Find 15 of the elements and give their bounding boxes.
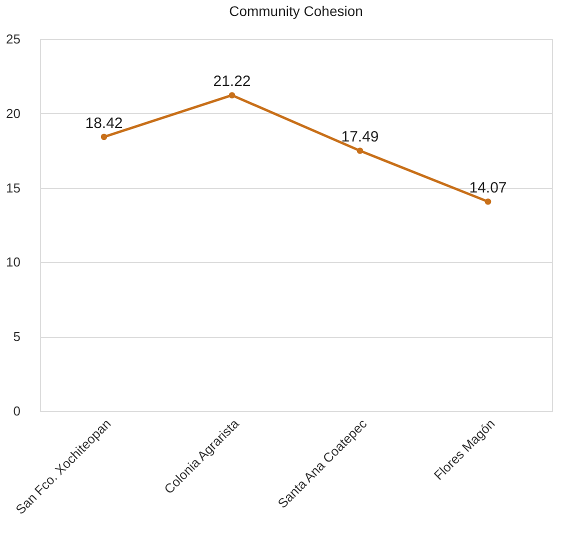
- data-label: 21.22: [213, 73, 251, 90]
- y-tick-label: 20: [6, 106, 20, 121]
- y-tick-label: 15: [6, 180, 20, 196]
- chart-title: Community Cohesion: [229, 3, 363, 19]
- point: [100, 134, 108, 140]
- point: [228, 92, 236, 98]
- data-label: 17.49: [341, 128, 379, 146]
- data-label: 14.07: [469, 180, 507, 197]
- y-tick-label: 10: [6, 254, 20, 270]
- point: [356, 148, 364, 154]
- y-tick-label: 0: [13, 404, 20, 418]
- y-tick-label: 25: [6, 32, 20, 46]
- y-tick-label: 5: [13, 329, 20, 344]
- point: [484, 198, 492, 205]
- data-label: 18.42: [85, 114, 123, 132]
